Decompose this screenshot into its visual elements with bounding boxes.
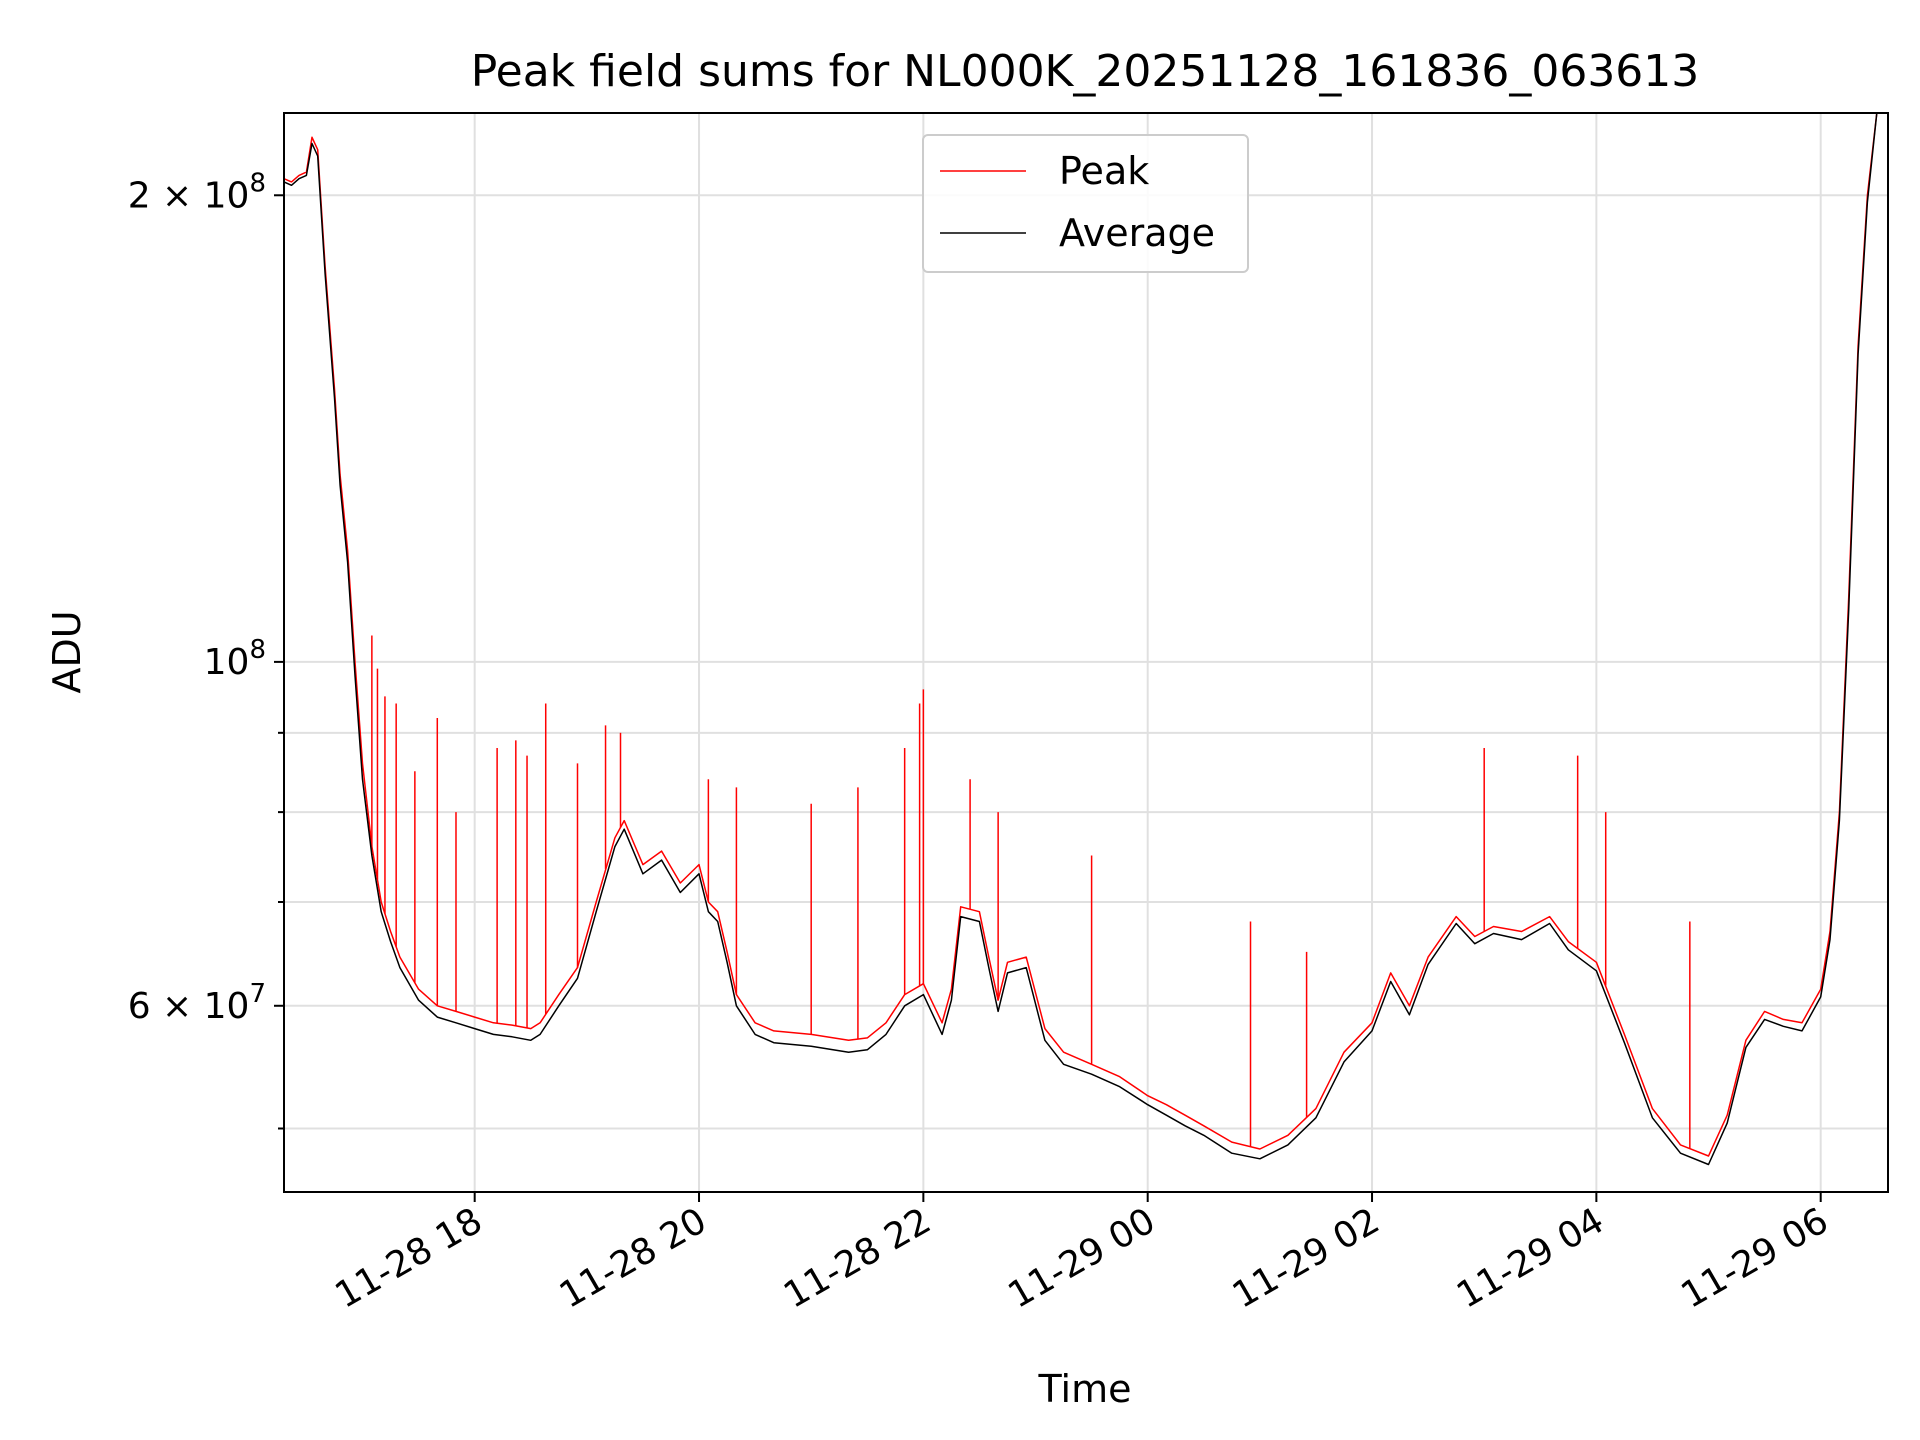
y-tick-label: 6 × 107 [128,979,266,1027]
series-line-average [283,112,1878,1166]
y-tick-label: 108 [204,635,266,683]
series-layer [283,112,1878,1166]
grid [284,113,1888,1192]
legend: Peak Average [922,134,1249,273]
y-axis-label: ADU [45,610,89,693]
legend-label-average: Average [1059,211,1215,255]
plot-frame [283,112,1889,1193]
x-axis-label: Time [1038,1367,1132,1411]
series-line-peak [283,112,1878,1157]
chart-title: Peak field sums for NL000K_20251128_1618… [471,46,1700,97]
y-tick-label: 2 × 108 [128,168,266,216]
legend-label-peak: Peak [1059,149,1149,193]
legend-frame [922,134,1249,273]
